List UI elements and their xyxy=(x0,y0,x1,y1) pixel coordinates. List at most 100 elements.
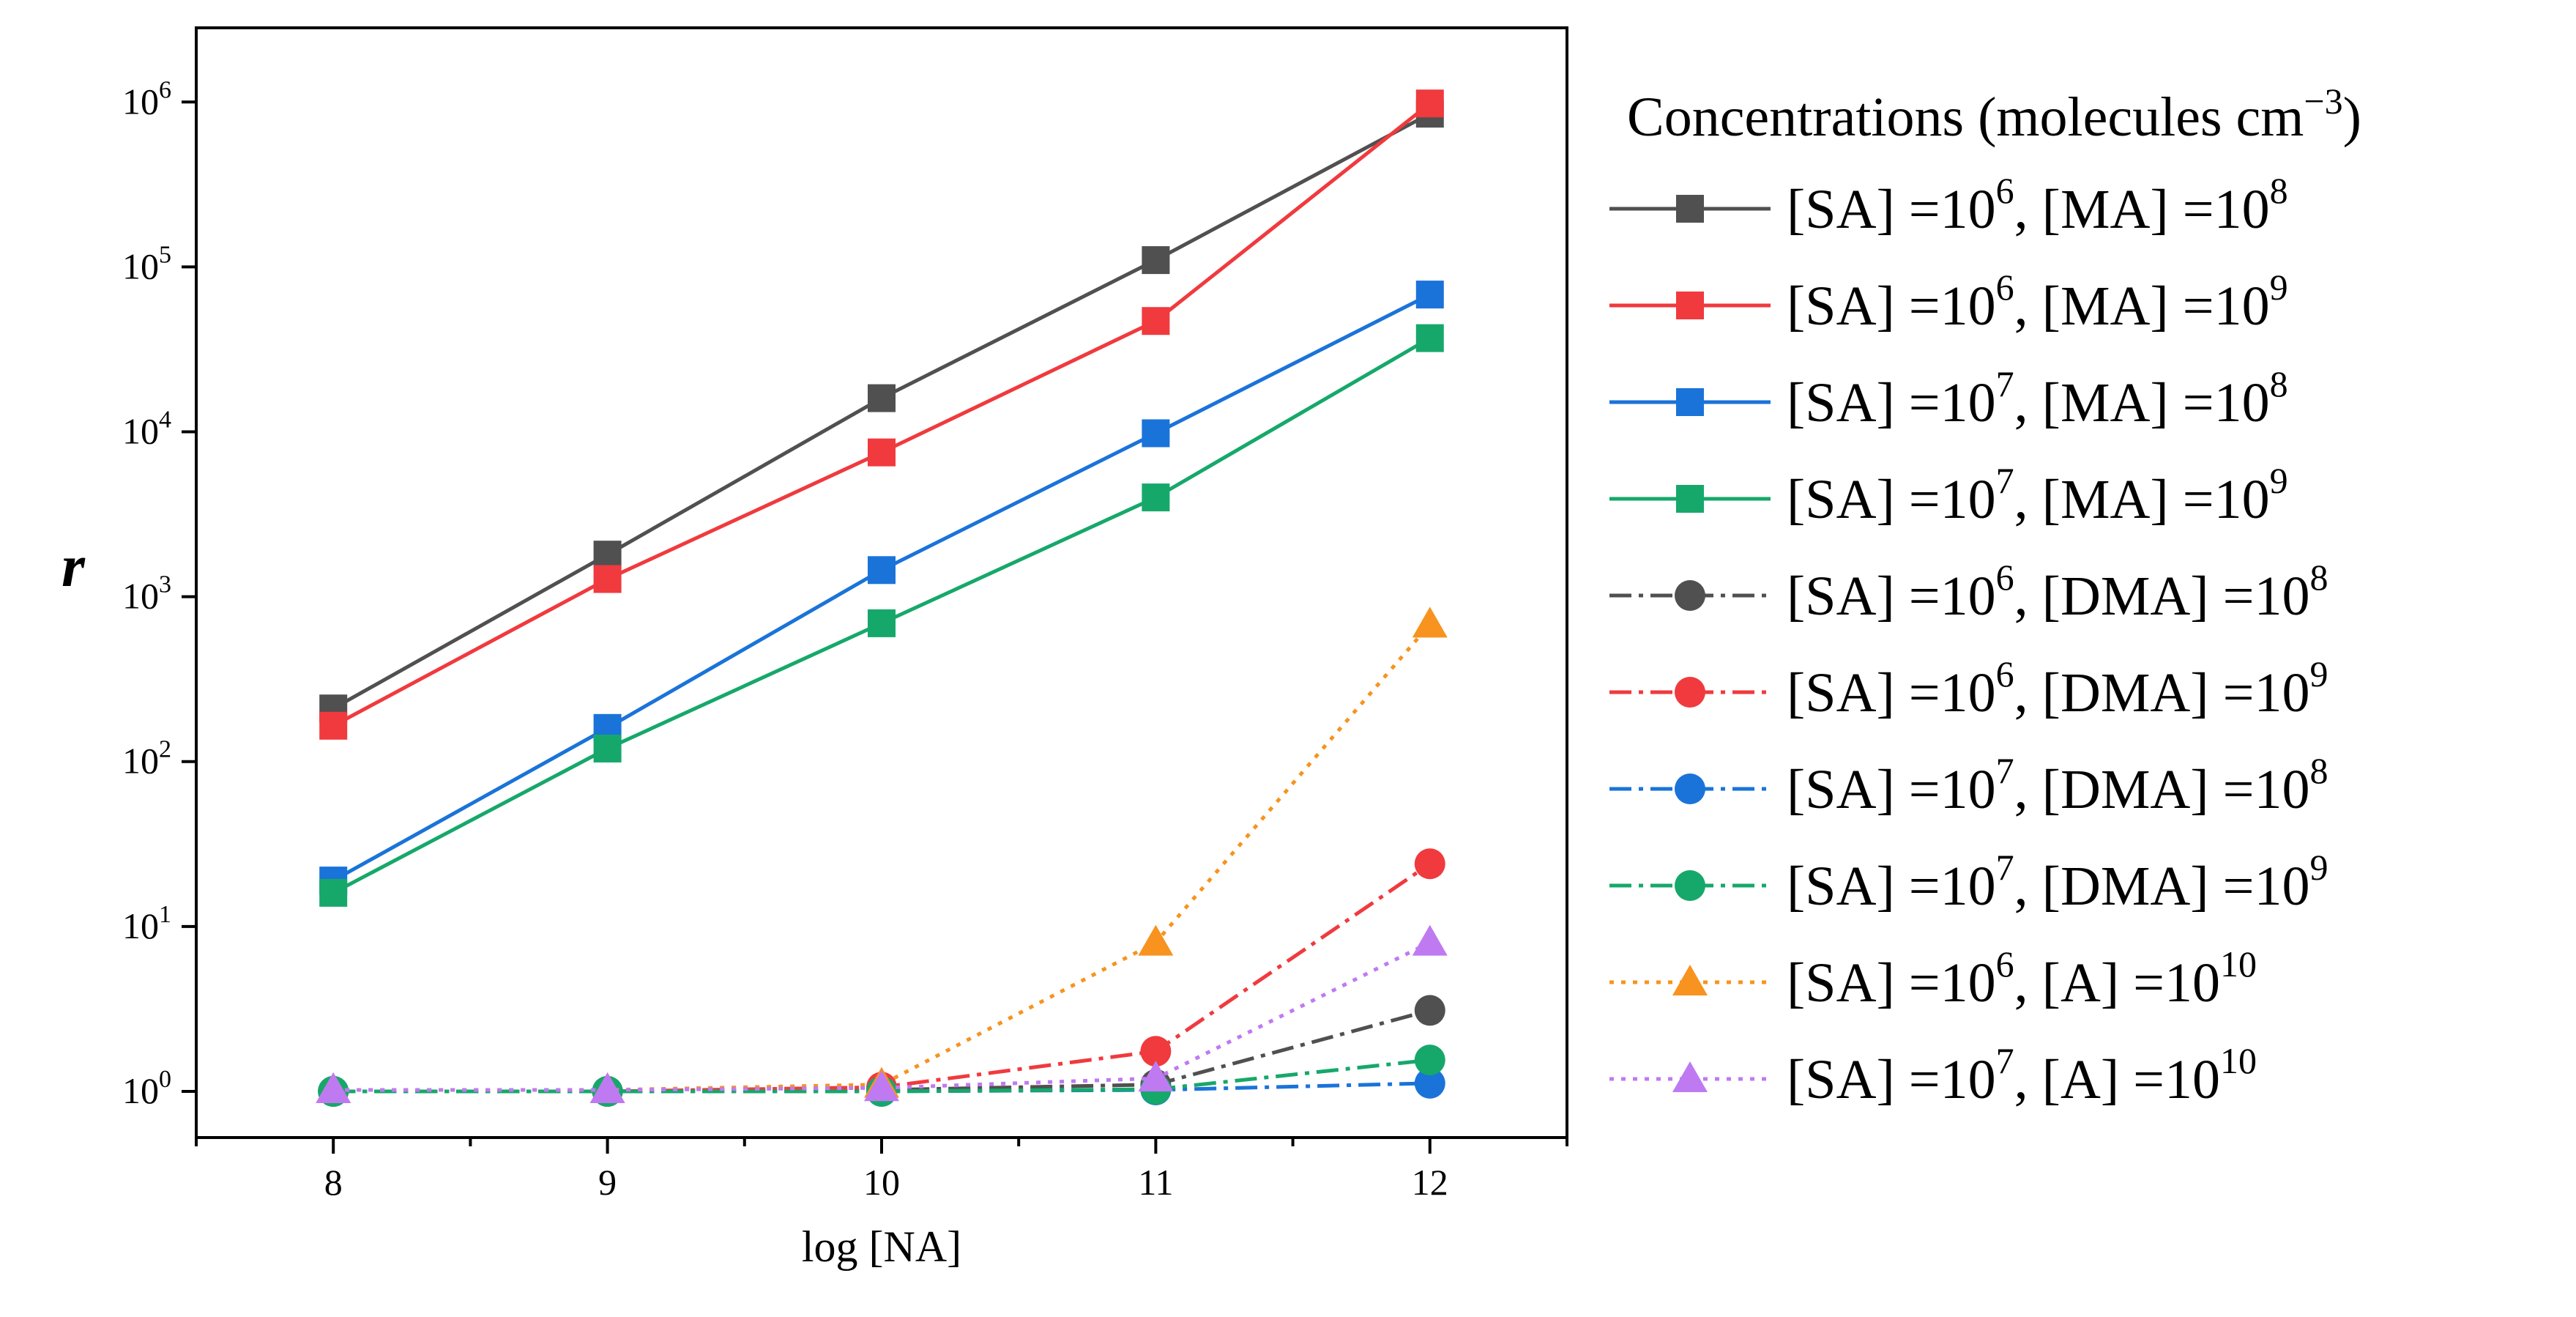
data-point xyxy=(316,1072,351,1104)
legend-swatch-marker xyxy=(1672,965,1708,995)
legend-exponent: 8 xyxy=(2309,750,2328,791)
legend-text-part: [SA] =10 xyxy=(1787,565,1996,627)
x-tick-label: 11 xyxy=(1138,1162,1173,1203)
legend-swatch-marker xyxy=(1676,388,1704,416)
legend-text-part: , [DMA] =10 xyxy=(2014,856,2310,917)
x-tick-label: 8 xyxy=(324,1162,343,1203)
legend-title: Concentrations (molecules cm−3) xyxy=(1627,81,2361,148)
legend-title-end: ) xyxy=(2343,86,2361,148)
y-tick-base: 10 xyxy=(122,741,159,782)
legend-label: [SA] =106, [MA] =108 xyxy=(1787,170,2288,240)
legend-exponent: 9 xyxy=(2270,267,2288,308)
data-point xyxy=(868,609,896,637)
legend-exponent: 8 xyxy=(2270,170,2288,211)
legend-text-part: , [MA] =10 xyxy=(2014,179,2270,240)
legend-exponent: 9 xyxy=(2270,460,2288,501)
legend-exponent: 7 xyxy=(1996,460,2014,501)
y-tick-exponent: 3 xyxy=(159,571,171,598)
legend-item: [SA] =106, [MA] =108 xyxy=(1609,170,2288,240)
legend-text-part: , [MA] =10 xyxy=(2014,372,2270,434)
legend-exponent: 6 xyxy=(1996,943,2014,984)
legend-exponent: 7 xyxy=(1996,363,2014,404)
legend-text-part: , [DMA] =10 xyxy=(2014,759,2310,820)
legend-swatch-marker xyxy=(1675,773,1705,804)
y-tick-exponent: 1 xyxy=(159,901,171,928)
y-tick-label: 103 xyxy=(122,571,171,617)
legend-swatch-marker xyxy=(1676,292,1704,319)
data-point xyxy=(1414,848,1445,880)
legend-title-text: Concentrations (molecules cm xyxy=(1627,86,2304,148)
legend-item: [SA] =107, [DMA] =109 xyxy=(1609,847,2328,917)
data-point xyxy=(1412,924,1448,956)
y-tick-label: 101 xyxy=(122,901,171,946)
legend-exponent: 9 xyxy=(2309,653,2328,694)
legend-text-part: , [MA] =10 xyxy=(2014,469,2270,530)
legend-swatch-marker xyxy=(1675,580,1705,611)
legend-exponent: 6 xyxy=(1996,267,2014,308)
legend-item: [SA] =106, [MA] =109 xyxy=(1609,267,2288,337)
legend-exponent: 8 xyxy=(2309,557,2328,598)
y-tick-label: 100 xyxy=(122,1066,171,1111)
x-axis-label: log [NA] xyxy=(802,1223,961,1271)
series-2 xyxy=(319,89,1444,740)
data-point xyxy=(868,438,896,467)
y-tick-exponent: 4 xyxy=(159,407,171,434)
legend-text-part: [SA] =10 xyxy=(1787,759,1996,820)
legend-swatch-marker xyxy=(1675,677,1705,708)
legend-item: [SA] =106, [DMA] =108 xyxy=(1609,557,2328,627)
legend-exponent: 10 xyxy=(2220,1040,2257,1081)
data-point xyxy=(319,878,348,907)
series-line xyxy=(333,623,1432,1092)
data-point xyxy=(593,541,622,569)
data-point xyxy=(1140,1036,1172,1067)
legend-exponent: 7 xyxy=(1996,1040,2014,1081)
data-point xyxy=(868,556,896,585)
legend-text-part: [SA] =10 xyxy=(1787,179,1996,240)
data-point xyxy=(589,1072,625,1104)
legend-label: [SA] =106, [DMA] =109 xyxy=(1787,653,2328,724)
series-layer xyxy=(316,89,1448,1107)
legend-label: [SA] =107, [MA] =109 xyxy=(1787,460,2288,530)
legend-item: [SA] =107, [MA] =109 xyxy=(1609,460,2288,530)
x-tick-label: 10 xyxy=(863,1162,900,1203)
y-tick-label: 106 xyxy=(122,76,171,122)
x-axis: 8 9 10 11 12 xyxy=(195,1138,1568,1203)
y-tick-exponent: 0 xyxy=(159,1066,171,1093)
legend-label: [SA] =106, [A] =1010 xyxy=(1787,943,2257,1014)
data-point xyxy=(1142,483,1170,512)
y-tick-exponent: 6 xyxy=(159,76,171,103)
y-tick-base: 10 xyxy=(122,576,159,617)
data-point xyxy=(1414,1067,1445,1099)
y-tick-label: 102 xyxy=(122,736,171,782)
y-axis-label: r xyxy=(62,533,86,599)
y-tick-base: 10 xyxy=(122,411,159,452)
legend-exponent: 10 xyxy=(2220,943,2257,984)
y-tick-label: 104 xyxy=(122,407,171,452)
legend-swatch-marker xyxy=(1672,1061,1708,1092)
data-point xyxy=(1142,307,1170,335)
legend-text-part: , [MA] =10 xyxy=(2014,275,2270,337)
data-point xyxy=(1142,419,1170,448)
legend-exponent: 9 xyxy=(2309,847,2328,888)
y-tick-base: 10 xyxy=(122,1070,159,1111)
legend-text-part: [SA] =10 xyxy=(1787,275,1996,337)
data-point xyxy=(1138,1061,1174,1092)
series-10 xyxy=(316,924,1448,1104)
legend-swatch-marker xyxy=(1676,485,1704,513)
legend-label: [SA] =106, [DMA] =108 xyxy=(1787,557,2328,627)
legend-text-part: , [DMA] =10 xyxy=(2014,662,2310,724)
legend-exponent: 6 xyxy=(1996,653,2014,694)
legend-label: [SA] =107, [MA] =108 xyxy=(1787,363,2288,434)
y-tick-base: 10 xyxy=(122,81,159,122)
legend-item: [SA] =106, [DMA] =109 xyxy=(1609,653,2328,724)
data-point xyxy=(1142,246,1170,275)
legend-text-part: [SA] =10 xyxy=(1787,1049,1996,1110)
data-point xyxy=(593,565,622,593)
data-point xyxy=(1415,281,1444,309)
legend-item: [SA] =106, [A] =1010 xyxy=(1609,943,2257,1014)
y-tick-exponent: 5 xyxy=(159,241,171,268)
y-tick-base: 10 xyxy=(122,245,159,286)
legend-exponent: 7 xyxy=(1996,750,2014,791)
data-point xyxy=(1415,89,1444,118)
